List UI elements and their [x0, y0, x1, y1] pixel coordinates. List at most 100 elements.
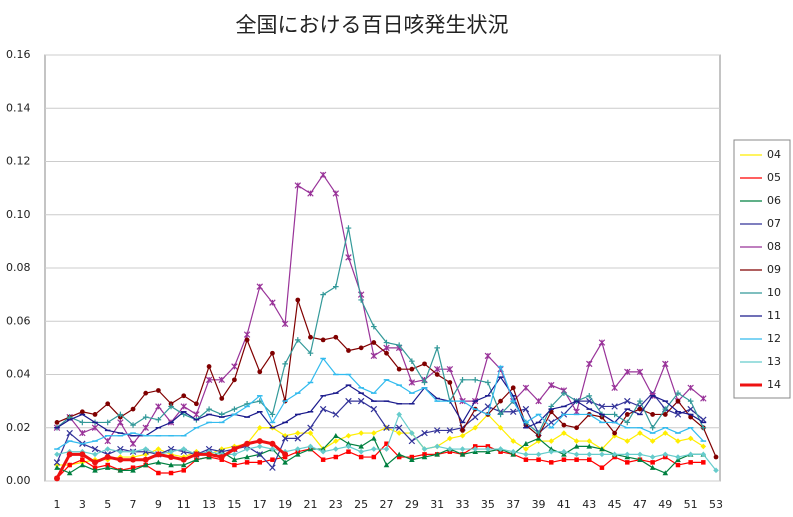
- marker: [599, 465, 605, 470]
- marker: [523, 457, 529, 462]
- legend-label: 10: [767, 286, 781, 299]
- marker: [459, 451, 466, 457]
- marker: [181, 393, 187, 399]
- marker: [433, 427, 441, 434]
- marker: [130, 422, 136, 428]
- marker: [675, 398, 681, 404]
- marker: [346, 348, 351, 353]
- marker: [307, 443, 314, 450]
- marker: [421, 446, 428, 452]
- marker: [168, 448, 174, 455]
- marker: [256, 398, 263, 404]
- marker: [218, 454, 225, 461]
- y-tick-label: 0.12: [6, 155, 31, 168]
- marker: [91, 445, 99, 453]
- marker: [256, 283, 263, 290]
- marker: [282, 451, 289, 458]
- marker: [256, 443, 263, 450]
- legend-label: 07: [767, 217, 781, 230]
- marker: [383, 462, 390, 468]
- marker: [232, 377, 237, 383]
- marker: [459, 446, 466, 452]
- marker: [586, 360, 593, 368]
- marker: [66, 451, 73, 458]
- marker: [180, 462, 187, 468]
- marker: [649, 438, 656, 444]
- marker: [485, 446, 491, 452]
- marker: [333, 438, 339, 444]
- marker: [256, 424, 263, 431]
- marker: [409, 430, 415, 436]
- marker: [294, 446, 301, 452]
- marker: [80, 457, 85, 462]
- series-line: [56, 392, 704, 469]
- marker: [510, 385, 516, 391]
- marker: [396, 430, 402, 436]
- marker: [307, 190, 314, 197]
- marker: [294, 435, 302, 442]
- marker: [598, 403, 606, 410]
- marker: [472, 377, 479, 383]
- marker: [155, 451, 162, 458]
- marker: [447, 380, 453, 385]
- marker: [270, 350, 275, 356]
- marker: [320, 457, 326, 462]
- marker: [573, 451, 580, 458]
- legend-label: 12: [767, 332, 781, 345]
- marker: [66, 470, 73, 476]
- marker: [358, 345, 364, 351]
- marker: [700, 443, 707, 450]
- marker: [535, 397, 542, 405]
- marker: [713, 467, 719, 474]
- marker: [269, 464, 276, 471]
- series: [54, 411, 719, 474]
- marker: [446, 427, 454, 434]
- marker: [586, 451, 593, 458]
- marker: [358, 448, 364, 455]
- series: [54, 441, 706, 481]
- marker: [358, 443, 364, 449]
- marker: [522, 405, 530, 413]
- marker: [649, 424, 656, 431]
- series-line: [56, 376, 704, 437]
- x-tick-label: 11: [177, 498, 191, 511]
- marker: [92, 459, 98, 466]
- marker: [561, 457, 567, 462]
- marker: [244, 454, 250, 460]
- y-tick-label: 0.02: [6, 421, 31, 434]
- marker: [345, 397, 352, 405]
- legend-label: 13: [767, 355, 781, 368]
- marker: [194, 401, 199, 407]
- marker: [611, 384, 618, 392]
- marker: [409, 366, 415, 372]
- legend-box: [733, 139, 791, 399]
- marker: [282, 459, 288, 465]
- marker: [333, 432, 339, 438]
- marker: [700, 424, 707, 431]
- marker: [66, 414, 73, 420]
- x-tick-label: 15: [227, 498, 241, 511]
- marker: [92, 467, 98, 473]
- marker: [345, 432, 352, 439]
- marker: [598, 339, 606, 346]
- y-tick-label: 0.14: [6, 101, 31, 114]
- marker: [700, 395, 707, 402]
- series-line: [56, 434, 704, 474]
- marker: [459, 377, 466, 383]
- marker: [105, 401, 111, 407]
- marker: [498, 398, 503, 404]
- marker: [193, 456, 200, 462]
- marker: [687, 451, 694, 458]
- marker: [117, 448, 124, 455]
- x-tick-label: 35: [481, 498, 495, 511]
- marker: [587, 457, 592, 462]
- marker: [548, 403, 555, 410]
- marker: [117, 411, 124, 418]
- marker: [625, 460, 630, 465]
- x-tick-label: 5: [104, 498, 111, 511]
- marker: [460, 428, 465, 433]
- marker: [142, 456, 149, 463]
- marker: [548, 448, 555, 455]
- marker: [67, 462, 72, 468]
- marker: [218, 376, 225, 384]
